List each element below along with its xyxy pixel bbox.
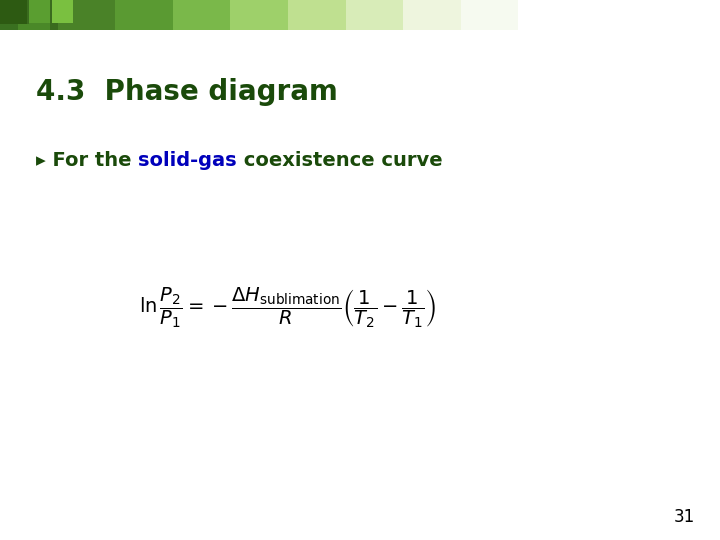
Bar (173, 0, 230, 30)
Bar (461, 0, 518, 30)
Text: coexistence curve: coexistence curve (237, 151, 443, 170)
Bar (29, 0, 50, 23)
Bar (230, 0, 288, 30)
Bar (0, 24, 18, 30)
Bar (288, 0, 346, 30)
Text: 4.3  Phase diagram: 4.3 Phase diagram (36, 78, 338, 106)
Bar (346, 0, 403, 30)
Bar (52, 0, 73, 23)
Text: solid-gas: solid-gas (138, 151, 237, 170)
Bar (58, 0, 115, 30)
Bar (29, 23, 50, 30)
Bar (0, 0, 58, 30)
Text: 31: 31 (673, 509, 695, 526)
Bar (0, 0, 27, 24)
Bar (115, 0, 173, 30)
Bar (18, 24, 29, 30)
Text: $\ln\dfrac{P_2}{P_1} = -\dfrac{\Delta H_{\rm sublimation}}{R}\left(\dfrac{1}{T_2: $\ln\dfrac{P_2}{P_1} = -\dfrac{\Delta H_… (139, 286, 437, 330)
Bar (403, 0, 461, 30)
Text: ▸ For the: ▸ For the (36, 151, 138, 170)
